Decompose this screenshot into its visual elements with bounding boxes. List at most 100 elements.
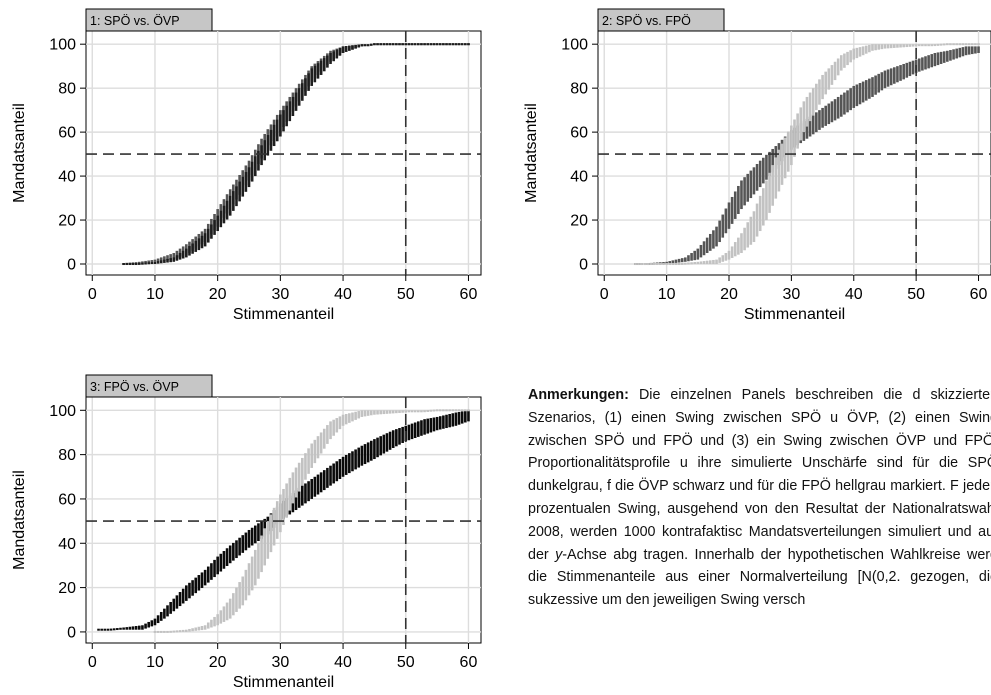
sim-bar (883, 70, 887, 89)
sim-bar (316, 474, 320, 495)
sim-bar (141, 261, 144, 264)
sim-bar (153, 259, 157, 262)
sim-bar (354, 411, 357, 420)
sim-bar (253, 549, 257, 586)
sim-bar (191, 243, 194, 254)
sim-bar (435, 43, 439, 46)
sim-bar (454, 409, 458, 412)
sim-bar (783, 137, 787, 179)
sim-bar (936, 43, 940, 46)
sim-bar (646, 263, 650, 266)
sim-bar (733, 191, 737, 219)
sim-bar (141, 625, 144, 630)
sim-bar (849, 88, 852, 111)
sim-bar (933, 44, 937, 47)
y-tick-label: 40 (570, 169, 588, 186)
sim-bar (150, 262, 154, 265)
sim-bar (868, 44, 871, 53)
sim-bar (188, 582, 191, 599)
sim-bar (100, 628, 103, 631)
sim-bar (200, 235, 204, 249)
sim-bar (351, 451, 354, 472)
sim-bar (758, 160, 762, 188)
sim-bar (432, 417, 436, 432)
sim-bar (188, 628, 191, 632)
x-tick-label: 40 (845, 286, 863, 303)
sim-bar (316, 63, 320, 79)
x-tick-label: 30 (271, 286, 289, 303)
sim-bar (144, 623, 147, 629)
sim-bar (721, 255, 725, 262)
sim-bar (435, 409, 439, 412)
sim-bar (705, 237, 709, 254)
sim-bar (213, 220, 216, 235)
sim-bar (319, 472, 323, 493)
sim-bar (930, 44, 934, 47)
sim-bar (958, 43, 962, 46)
sim-bar (413, 410, 417, 413)
sim-bar (166, 258, 169, 263)
sim-bar (357, 411, 361, 419)
sim-bar (974, 46, 977, 54)
sim-bar (864, 45, 868, 54)
sim-bar (755, 203, 759, 237)
sim-bar (156, 630, 160, 633)
sim-bar (163, 256, 166, 261)
sim-bar (752, 167, 756, 195)
sim-bar (821, 107, 824, 128)
sim-bar (210, 619, 213, 628)
sim-bar (649, 263, 653, 266)
sim-bar (877, 73, 881, 93)
plot-frame (85, 30, 482, 276)
sim-bar (376, 43, 379, 46)
sim-bar (185, 248, 188, 258)
sim-bar (949, 43, 952, 46)
sim-bar (464, 43, 467, 46)
sim-bar (282, 110, 285, 132)
sim-bar (257, 542, 260, 579)
sim-bar (282, 488, 285, 525)
sim-bar (297, 487, 301, 508)
sim-bar (874, 44, 877, 51)
sim-bar (420, 43, 423, 46)
sim-bar (815, 83, 818, 111)
sim-bar (407, 410, 411, 413)
sim-bar (652, 263, 656, 266)
sim-bar (423, 410, 426, 413)
sim-bar (438, 409, 442, 412)
sim-bar (316, 436, 320, 459)
sim-bar (665, 263, 668, 266)
sim-bar (322, 58, 326, 72)
sim-bar (388, 43, 392, 46)
sim-bar (369, 410, 373, 416)
sim-bar (407, 424, 411, 441)
sim-bar (423, 419, 426, 435)
sim-bar (326, 55, 329, 68)
sim-bar (964, 46, 968, 56)
sim-bar (429, 43, 433, 46)
sim-bar (467, 43, 470, 46)
sim-bar (815, 112, 818, 133)
sim-bar (310, 68, 314, 86)
sim-bar (153, 261, 157, 265)
sim-bar (253, 525, 257, 544)
x-axis-title: Stimmenanteil (233, 306, 334, 323)
sim-bar (385, 433, 389, 452)
sim-bar (674, 259, 678, 263)
sim-bar (131, 626, 135, 630)
sim-bar (404, 43, 408, 46)
sim-bar (147, 621, 150, 628)
x-tick-label: 10 (658, 286, 676, 303)
y-tick-label: 100 (561, 37, 588, 54)
sim-bar (674, 263, 678, 266)
sim-bar (351, 45, 354, 50)
sim-bar (109, 628, 113, 631)
sim-bar (417, 410, 420, 413)
sim-bar (896, 66, 899, 83)
sim-bar (348, 413, 351, 423)
sim-bar (708, 233, 712, 251)
panel-label: 3: FPÖ vs. ÖVP (90, 380, 179, 394)
sim-bar (357, 447, 361, 468)
sim-bar (899, 65, 902, 81)
sim-bar (137, 625, 141, 630)
